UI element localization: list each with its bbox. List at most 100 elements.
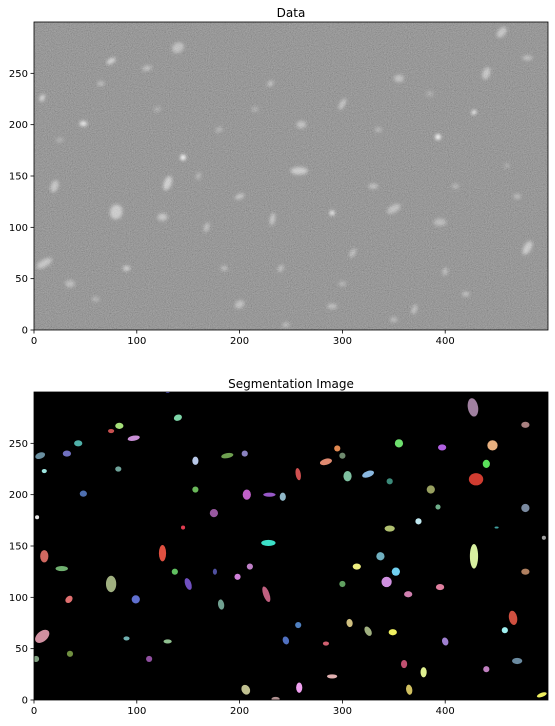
segment <box>322 641 330 646</box>
segment <box>541 535 546 540</box>
segment <box>79 490 87 497</box>
segment <box>352 563 361 570</box>
segment <box>241 450 248 457</box>
source-blob <box>55 137 64 143</box>
segment <box>123 636 130 641</box>
segment <box>127 435 140 441</box>
x-axis: 0 100 200 300 400 <box>31 330 455 347</box>
source-blob <box>504 163 510 169</box>
segment <box>261 539 276 546</box>
segment <box>62 450 72 457</box>
segment <box>35 452 46 460</box>
segment <box>415 518 422 525</box>
source-blob <box>251 106 259 112</box>
segment <box>55 566 68 572</box>
segment <box>362 470 374 478</box>
x-tick-label: 200 <box>230 706 249 717</box>
source-blob <box>496 26 507 38</box>
segment <box>173 414 182 421</box>
source-blob <box>163 176 172 191</box>
source-blob <box>394 74 404 83</box>
segment <box>192 486 199 493</box>
segment <box>420 667 427 678</box>
segment <box>521 421 530 428</box>
source-blob <box>122 265 131 271</box>
source-blob <box>267 80 274 87</box>
y-tick-label: 250 <box>9 69 28 80</box>
source-blob <box>97 81 105 87</box>
source-blob <box>374 127 383 133</box>
segment <box>35 515 40 520</box>
segment <box>217 599 225 610</box>
segment <box>376 552 385 561</box>
segment <box>384 525 395 532</box>
segment <box>381 576 392 588</box>
source-blob <box>462 291 470 297</box>
segment <box>158 544 167 562</box>
segment <box>171 568 178 575</box>
source-blob <box>195 172 202 180</box>
segment <box>35 629 50 643</box>
source-blob <box>220 265 228 271</box>
source-blob <box>180 154 186 161</box>
source-blob <box>368 183 379 189</box>
segment <box>386 478 393 485</box>
segment <box>346 618 353 628</box>
segment <box>246 563 253 570</box>
segment <box>404 591 413 598</box>
source-blob <box>338 281 347 287</box>
segment <box>339 580 346 588</box>
source-blob <box>329 210 335 216</box>
x-tick-label: 200 <box>230 336 249 347</box>
segment <box>487 440 498 451</box>
segment <box>74 440 83 447</box>
segment <box>131 595 140 604</box>
x-tick-label: 0 <box>31 706 37 717</box>
y-axis: 0 50 100 150 200 250 <box>9 439 34 707</box>
segment <box>521 568 530 575</box>
x-tick-label: 100 <box>127 336 146 347</box>
segment <box>438 444 447 451</box>
y-tick-label: 0 <box>22 696 28 707</box>
segment <box>483 666 490 673</box>
segment <box>65 595 73 604</box>
segment <box>482 459 490 468</box>
source-blob <box>522 55 533 61</box>
segment <box>394 439 404 448</box>
source-blob <box>50 180 59 193</box>
segment <box>536 692 547 698</box>
segmentation-background <box>34 392 548 700</box>
segment <box>279 492 286 501</box>
segment <box>326 674 338 679</box>
segment <box>501 627 508 634</box>
source-blob <box>411 304 418 315</box>
source-blob <box>290 167 308 175</box>
source-blob <box>65 280 75 288</box>
source-blob <box>513 194 521 199</box>
segment <box>494 526 499 529</box>
data-panel: Data 0 100 200 300 400 0 50 100 150 200 250 <box>9 6 549 347</box>
segment <box>435 583 445 591</box>
y-tick-label: 50 <box>15 644 28 655</box>
source-blob <box>435 134 441 140</box>
x-tick-label: 0 <box>31 336 37 347</box>
segment <box>343 471 352 482</box>
segment <box>212 568 217 575</box>
segment <box>435 504 441 510</box>
source-blob <box>39 94 46 102</box>
source-blob <box>482 67 491 80</box>
segment <box>295 468 301 481</box>
segment <box>34 655 40 663</box>
chart-title: Segmentation Image <box>228 377 354 391</box>
segment <box>40 550 49 563</box>
segment <box>319 458 332 466</box>
segment <box>426 485 435 494</box>
y-tick-label: 50 <box>15 274 28 285</box>
segment <box>334 445 341 452</box>
source-blob <box>277 264 284 272</box>
segment <box>469 543 479 569</box>
source-blob <box>451 183 460 189</box>
source-blob <box>203 222 210 233</box>
source-blob <box>296 120 307 129</box>
source-blob <box>433 218 447 226</box>
